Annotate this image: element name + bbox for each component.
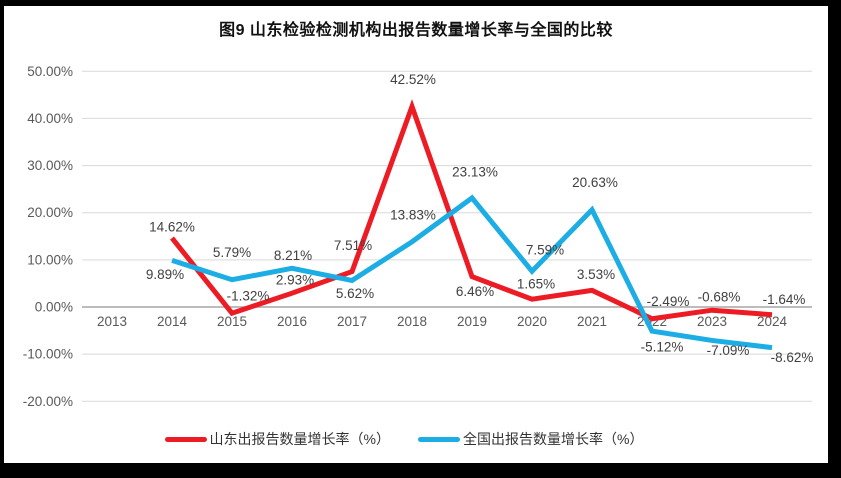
data-point-label: 5.62% [336, 286, 374, 301]
data-point-label: -1.64% [763, 292, 806, 307]
x-axis-category-label: 2019 [457, 314, 487, 329]
data-point-label: -8.62% [771, 350, 814, 365]
data-point-label: 20.63% [572, 175, 618, 190]
x-axis-category-label: 2016 [277, 314, 307, 329]
chart-card [4, 6, 828, 463]
national-series-line [171, 194, 773, 351]
legend-item-national: 全国出报告数量增长率（%） [418, 429, 643, 449]
x-axis-category-label: 2013 [97, 314, 127, 329]
data-point-label: 3.53% [577, 267, 615, 282]
data-point-label: -7.09% [707, 343, 750, 358]
y-axis-tick-label: 50.00% [27, 64, 73, 79]
data-point-label: 8.21% [274, 248, 312, 263]
data-point-label: 5.79% [213, 245, 251, 260]
legend-item-shandong: 山东出报告数量增长率（%） [164, 429, 390, 449]
x-axis-category-label: 2017 [337, 314, 367, 329]
shandong-line-swatch-icon [164, 436, 207, 442]
x-axis-category-label: 2023 [697, 314, 727, 329]
data-point-label: 2.93% [276, 273, 314, 288]
y-axis-tick-label: -10.00% [23, 347, 73, 362]
chart-legend: 山东出报告数量增长率（%） 全国出报告数量增长率（%） [4, 429, 804, 449]
data-point-label: -0.68% [698, 290, 741, 305]
y-axis-tick-label: 0.00% [35, 300, 73, 315]
legend-label-shandong: 山东出报告数量增长率（%） [209, 431, 390, 447]
data-point-label: 14.62% [149, 220, 195, 235]
y-axis-tick-label: 10.00% [27, 252, 73, 267]
data-point-label: -5.12% [641, 340, 684, 355]
shandong-series-line [170, 99, 773, 322]
y-axis-tick-label: 40.00% [27, 111, 73, 126]
chart-title: 图9 山东检验检测机构出报告数量增长率与全国的比较 [219, 22, 613, 39]
x-axis-category-label: 2014 [157, 314, 188, 329]
data-point-label: 7.59% [526, 243, 564, 258]
data-point-label: -1.32% [227, 289, 270, 304]
national-line-swatch-icon [418, 436, 460, 442]
data-point-label: 23.13% [452, 164, 498, 179]
x-axis-category-label: 2015 [217, 314, 247, 329]
y-axis-tick-label: 20.00% [27, 205, 73, 220]
y-axis-tick-label: -20.00% [23, 394, 73, 409]
data-point-label: 1.65% [517, 277, 555, 292]
data-point-label: -2.49% [647, 294, 690, 309]
legend-label-national: 全国出报告数量增长率（%） [463, 431, 644, 447]
data-point-label: 7.51% [334, 238, 372, 253]
data-point-label: 6.46% [456, 284, 494, 299]
x-axis-category-label: 2024 [757, 314, 788, 329]
data-point-label: 9.89% [146, 267, 184, 282]
x-axis-category-label: 2020 [517, 314, 547, 329]
y-axis-tick-label: 30.00% [27, 158, 73, 173]
x-axis-category-label: 2021 [577, 314, 607, 329]
data-point-label: 13.83% [390, 207, 436, 222]
x-axis-category-label: 2018 [397, 314, 427, 329]
data-point-label: 42.52% [390, 72, 436, 87]
